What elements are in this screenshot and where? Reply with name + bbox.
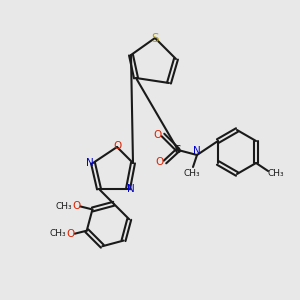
Text: N: N	[193, 146, 201, 156]
Text: S: S	[175, 145, 181, 155]
Text: N: N	[127, 184, 135, 194]
Text: O: O	[154, 130, 162, 140]
Text: O: O	[156, 157, 164, 167]
Text: CH₃: CH₃	[50, 229, 66, 238]
Text: CH₃: CH₃	[55, 202, 72, 211]
Text: O: O	[72, 201, 81, 212]
Text: O: O	[67, 229, 75, 239]
Text: CH₃: CH₃	[268, 169, 284, 178]
Text: N: N	[86, 158, 94, 168]
Text: CH₃: CH₃	[184, 169, 200, 178]
Text: S: S	[151, 32, 159, 44]
Text: O: O	[113, 141, 121, 151]
